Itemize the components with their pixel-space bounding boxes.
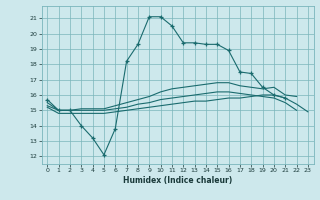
X-axis label: Humidex (Indice chaleur): Humidex (Indice chaleur) xyxy=(123,176,232,185)
